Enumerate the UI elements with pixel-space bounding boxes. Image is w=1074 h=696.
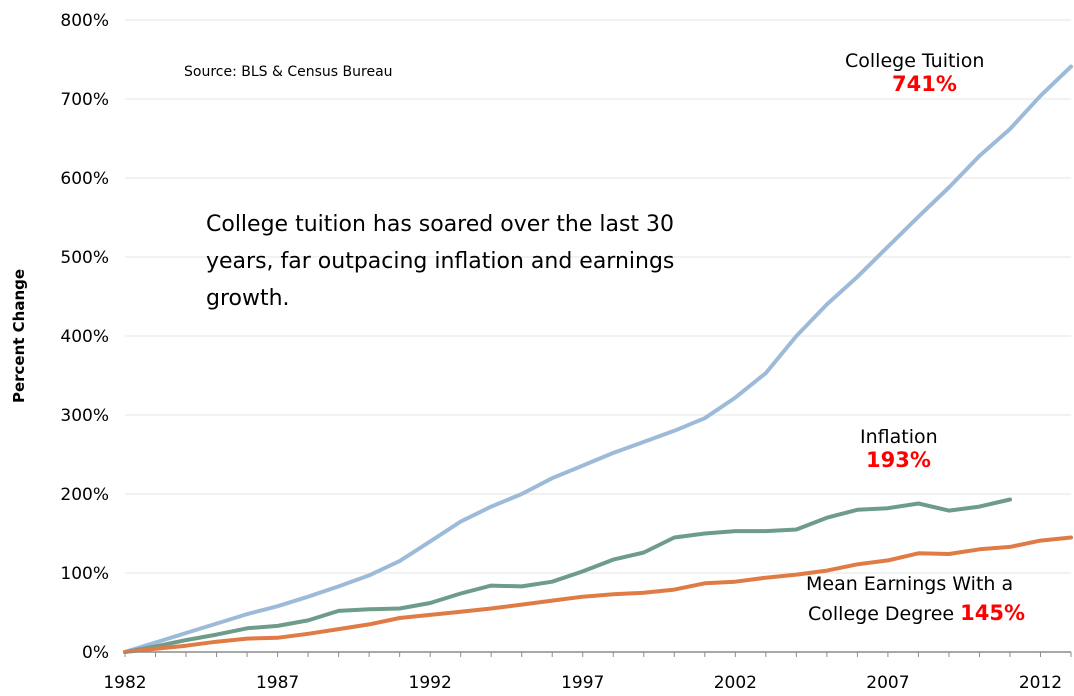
earnings-name-line1: Mean Earnings With a <box>806 573 1014 595</box>
y-tick-label: 700% <box>60 90 109 110</box>
tuition-name: College Tuition <box>845 50 985 72</box>
mean-earnings-with-a-college-degree-line <box>123 535 1073 654</box>
tuition-end-value: 741% <box>892 72 957 96</box>
y-tick-label: 600% <box>60 169 109 189</box>
x-tick-label: 2002 <box>714 673 757 693</box>
y-tick-label: 500% <box>60 248 109 268</box>
inflation-name: Inflation <box>860 426 938 448</box>
y-tick-label: 400% <box>60 327 109 347</box>
x-tick-label: 1982 <box>103 673 146 693</box>
x-tick-label: 2007 <box>866 673 909 693</box>
inflation-line <box>123 497 1012 654</box>
y-axis-label: Percent Change <box>10 269 28 403</box>
chart-annotation: College tuition has soared over the last… <box>206 212 675 311</box>
college-tuition-line <box>123 64 1073 654</box>
y-tick-label: 200% <box>60 485 109 505</box>
tuition-series-label: College Tuition 741% <box>845 50 984 96</box>
earnings-name-line2: College Degree <box>808 603 955 625</box>
y-axis-ticks: 0% 100% 200% 300% 400% 500% 600% 700% 800% <box>60 11 109 663</box>
x-tick-label: 1997 <box>561 673 604 693</box>
x-tick-label: 1987 <box>256 673 299 693</box>
x-tick-label: 2012 <box>1019 673 1062 693</box>
inflation-end-value: 193% <box>866 448 931 472</box>
gridlines <box>125 19 1071 574</box>
series-lines <box>123 64 1073 654</box>
earnings-name-line2-row: College Degree 145% <box>808 599 1025 629</box>
y-tick-label: 100% <box>60 564 109 584</box>
earnings-series-label: Mean Earnings With a College Degree 145% <box>806 570 1025 629</box>
y-tick-label: 800% <box>60 11 109 31</box>
y-tick-label: 0% <box>82 643 109 663</box>
x-tick-label: 1992 <box>409 673 452 693</box>
x-axis-ticks: 1982 1987 1992 1997 2002 2007 2012 <box>103 652 1072 693</box>
y-tick-label: 300% <box>60 406 109 426</box>
earnings-end-value: 145% <box>960 601 1026 625</box>
inflation-series-label: Inflation 193% <box>860 426 938 472</box>
source-note: Source: BLS & Census Bureau <box>184 64 393 80</box>
